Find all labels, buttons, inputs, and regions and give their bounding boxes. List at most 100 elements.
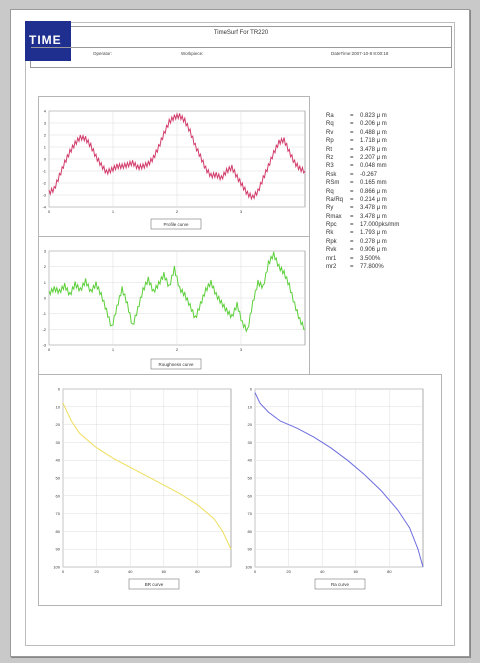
- equals-sign: =: [350, 154, 354, 161]
- parameter-name: Ra/Rq: [326, 196, 344, 203]
- y-tick-label: 0: [58, 387, 61, 392]
- y-tick-label: 30: [56, 440, 61, 445]
- datetime-label: DateTime:2007-10-8 8:00:18: [331, 51, 389, 56]
- y-tick-label: 0: [44, 157, 47, 162]
- x-tick-label: 1: [112, 347, 115, 352]
- parameter-name: Rsk: [326, 171, 337, 178]
- y-tick-label: -3: [42, 343, 46, 348]
- equals-sign: =: [350, 171, 354, 178]
- x-tick-label: 1: [112, 209, 115, 214]
- y-tick-label: 70: [248, 511, 253, 516]
- curves-panel: 0 10 20 30 40 50 60 70 80 90 100 0 20 40 60 80 BR curve …: [38, 374, 442, 606]
- y-tick-label: 20: [56, 422, 61, 427]
- legend-box: [150, 218, 202, 230]
- y-tick-label: -2: [42, 327, 46, 332]
- parameter-value: 0.906 μ m: [360, 247, 387, 254]
- equals-sign: =: [350, 196, 354, 203]
- equals-sign: =: [350, 213, 354, 220]
- parameter-value: 3.478 μ m: [360, 205, 387, 212]
- y-tick-label: -1: [42, 311, 46, 316]
- parameter-name: Rmax: [326, 213, 342, 220]
- parameter-value: 0.866 μ m: [360, 188, 387, 195]
- y-tick-label: 50: [56, 476, 61, 481]
- parameter-name: Rt: [326, 146, 332, 153]
- y-tick-label: 20: [248, 422, 253, 427]
- page-frame: [25, 22, 455, 646]
- legend-label: BR curve: [145, 582, 164, 587]
- y-tick-label: 60: [56, 493, 61, 498]
- equals-sign: =: [350, 247, 354, 254]
- report-title: TimeSurf For TR220: [213, 30, 269, 36]
- x-tick-label: 0: [48, 209, 51, 214]
- y-tick-label: 1: [44, 145, 47, 150]
- x-tick-label: 2: [176, 347, 179, 352]
- x-tick-label: 60: [354, 569, 359, 574]
- series-line: [48, 112, 306, 201]
- x-tick-label: 3: [240, 209, 243, 214]
- y-tick-label: 70: [56, 511, 61, 516]
- y-tick-label: 40: [248, 458, 253, 463]
- parameter-value: 1.793 μ m: [360, 230, 387, 237]
- parameter-value: 0.048 mm: [360, 163, 387, 170]
- equals-sign: =: [350, 129, 354, 136]
- parameter-value: 0.214 μ m: [360, 196, 387, 203]
- equals-sign: =: [350, 113, 354, 119]
- profile-panel: 4 3 2 1 0 -1 -2 -3 -4 0 1 2 3 Profile curve: [38, 96, 310, 238]
- y-tick-label: 2: [44, 133, 47, 138]
- y-tick-label: -4: [42, 205, 46, 210]
- equals-sign: =: [350, 255, 354, 262]
- parameter-name: Rq: [326, 188, 334, 195]
- parameter-value: 1.718 μ m: [360, 138, 387, 145]
- parameter-value: 0.165 mm: [360, 180, 387, 187]
- parameter-name: Rz: [326, 154, 334, 161]
- y-tick-label: 0: [44, 296, 47, 301]
- y-tick-label: 100: [53, 565, 60, 570]
- report-page: TIME TimeSurf For TR220 Operator: Workpi…: [10, 9, 470, 657]
- parameter-value: 3.478 μ m: [360, 146, 387, 153]
- parameter-value: 3.478 μ m: [360, 213, 387, 220]
- y-tick-label: 2: [44, 264, 47, 269]
- parameter-name: mr2: [326, 264, 337, 271]
- x-tick-label: 80: [195, 569, 200, 574]
- y-tick-label: 3: [44, 249, 47, 254]
- y-tick-label: 1: [44, 280, 47, 285]
- operator-label: Operator:: [93, 51, 113, 56]
- parameter-value: 0.278 μ m: [360, 238, 387, 245]
- logo: TIME: [25, 21, 71, 61]
- x-tick-label: 3: [240, 347, 243, 352]
- legend-label: Roughness curve: [158, 362, 194, 367]
- legend-box: [314, 578, 366, 590]
- parameter-name: mr1: [326, 255, 337, 262]
- parameter-value: 3.500%: [360, 255, 381, 262]
- parameter-name: RSm: [326, 180, 340, 187]
- parameter-value: 77.800%: [360, 264, 384, 271]
- legend-label: Profile curve: [163, 222, 189, 227]
- y-tick-label: 90: [248, 547, 253, 552]
- parameter-name: Rk: [326, 230, 334, 237]
- series-line: [48, 251, 305, 333]
- y-tick-label: -2: [42, 181, 46, 186]
- y-tick-label: 50: [248, 476, 253, 481]
- equals-sign: =: [350, 138, 354, 145]
- equals-sign: =: [350, 180, 354, 187]
- parameter-value: 0.206 μ m: [360, 121, 387, 128]
- y-tick-label: 4: [44, 109, 47, 114]
- equals-sign: =: [350, 205, 354, 212]
- x-tick-label: 80: [387, 569, 392, 574]
- series-line: [254, 392, 424, 568]
- x-tick-label: 20: [286, 569, 291, 574]
- equals-sign: =: [350, 146, 354, 153]
- equals-sign: =: [350, 222, 354, 229]
- x-tick-label: 2: [176, 209, 179, 214]
- parameter-value: -0.267: [360, 171, 378, 178]
- parameter-name: Rp: [326, 138, 334, 145]
- y-tick-label: 3: [44, 121, 47, 126]
- y-tick-label: 90: [56, 547, 61, 552]
- x-tick-label: 0: [254, 569, 257, 574]
- legend-label: Ra curve: [331, 582, 350, 587]
- y-tick-label: 80: [248, 529, 253, 534]
- equals-sign: =: [350, 230, 354, 237]
- y-tick-label: 80: [56, 529, 61, 534]
